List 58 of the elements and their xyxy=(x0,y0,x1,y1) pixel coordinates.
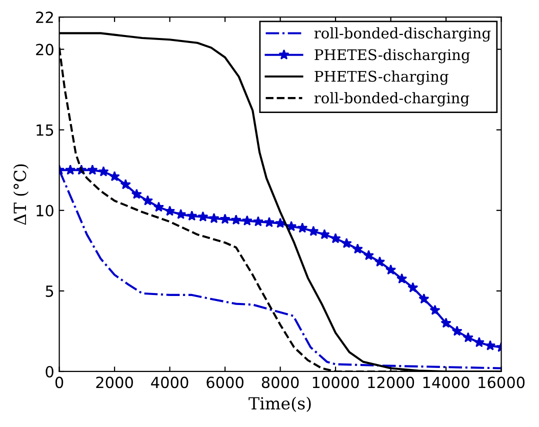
x-axis-title: Time(s) xyxy=(248,396,311,412)
point xyxy=(319,229,330,240)
y-tick-label: 15 xyxy=(36,124,54,136)
point xyxy=(176,208,186,220)
point xyxy=(208,212,220,224)
legend-label: PHETES-charging xyxy=(314,70,448,85)
x-tick-label: 2000 xyxy=(96,376,133,388)
x-tick-label: 10000 xyxy=(312,376,359,388)
point xyxy=(220,214,230,224)
point xyxy=(297,222,308,233)
x-tick-label: 14000 xyxy=(423,376,470,388)
x-tick-label: 0 xyxy=(55,376,64,388)
point xyxy=(341,238,352,248)
point xyxy=(142,195,154,206)
x-tick-label: 6000 xyxy=(206,376,244,388)
legend-label: PHETES-discharging xyxy=(314,48,470,64)
point xyxy=(198,211,208,222)
x-tick-label: 16000 xyxy=(478,376,525,388)
x-tick-label: 8000 xyxy=(262,376,299,388)
point xyxy=(452,326,462,336)
y-tick-label: 20 xyxy=(36,44,54,56)
point xyxy=(484,340,496,350)
point xyxy=(230,214,242,225)
point xyxy=(474,336,484,348)
x-tick-label: 4000 xyxy=(151,376,188,388)
point xyxy=(252,216,264,226)
point xyxy=(308,226,319,236)
point xyxy=(242,215,252,226)
point xyxy=(153,202,164,212)
point xyxy=(330,233,341,244)
point xyxy=(396,273,408,284)
point xyxy=(120,179,131,190)
point xyxy=(164,206,176,216)
point xyxy=(352,244,363,254)
point xyxy=(87,164,98,175)
point xyxy=(186,210,198,221)
y-axis-title: ΔT (°C) xyxy=(13,164,29,225)
y-tick-label: 5 xyxy=(46,286,54,297)
point xyxy=(385,264,396,275)
x-tick-label: 12000 xyxy=(368,376,414,388)
point xyxy=(264,216,275,228)
point xyxy=(98,166,109,176)
point xyxy=(462,332,474,342)
y-tick-label: 0 xyxy=(46,366,54,378)
y-tick-label: 22 xyxy=(36,12,53,23)
point xyxy=(109,171,120,182)
y-tick-label: 10 xyxy=(36,204,54,216)
point xyxy=(374,256,386,267)
point xyxy=(274,218,286,228)
legend-label: roll-bonded-charging xyxy=(314,92,470,106)
point xyxy=(363,250,374,260)
point xyxy=(430,304,440,315)
point xyxy=(440,318,452,328)
point xyxy=(418,293,430,304)
point xyxy=(408,282,418,292)
point xyxy=(131,188,142,199)
legend-label: roll-bonded-discharging xyxy=(314,27,491,42)
point xyxy=(65,164,76,175)
